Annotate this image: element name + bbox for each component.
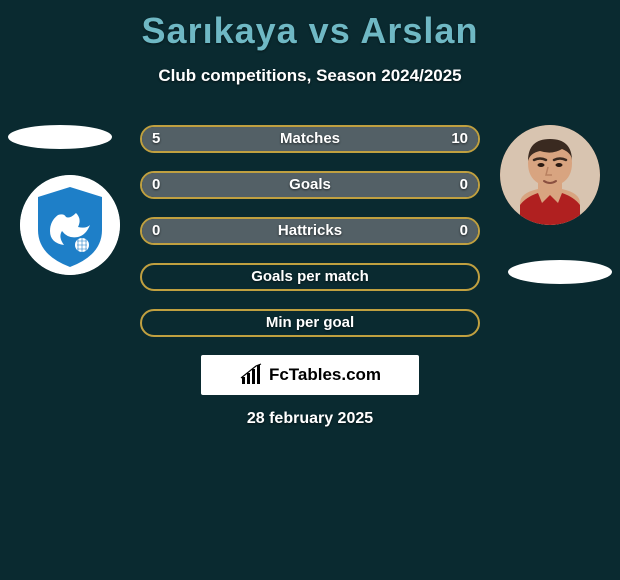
stat-row-matches: 5 Matches 10	[140, 125, 480, 153]
stat-value-right: 0	[460, 173, 468, 197]
stat-value-right: 0	[460, 219, 468, 243]
stat-label: Goals per match	[142, 265, 478, 289]
stat-label: Matches	[142, 127, 478, 151]
stat-label: Hattricks	[142, 219, 478, 243]
date-label: 28 february 2025	[0, 410, 620, 428]
player-right-shadow	[508, 260, 612, 284]
player-left-shadow	[8, 125, 112, 149]
comparison-card: Sarıkaya vs Arslan Club competitions, Se…	[0, 0, 620, 580]
branding-text: FcTables.com	[269, 365, 381, 385]
stats-list: 5 Matches 10 0 Goals 0 0 Hattricks 0 Goa…	[140, 125, 480, 355]
stat-row-hattricks: 0 Hattricks 0	[140, 217, 480, 245]
stat-label: Goals	[142, 173, 478, 197]
branding-badge: FcTables.com	[201, 355, 419, 395]
page-title: Sarıkaya vs Arslan	[0, 0, 620, 52]
stat-value-right: 10	[451, 127, 468, 151]
page-subtitle: Club competitions, Season 2024/2025	[0, 66, 620, 86]
stat-row-goals: 0 Goals 0	[140, 171, 480, 199]
stat-label: Min per goal	[142, 311, 478, 335]
player-photo-right	[500, 125, 600, 225]
stat-row-goals-per-match: Goals per match	[140, 263, 480, 291]
chart-icon	[239, 363, 263, 387]
club-badge-left	[20, 175, 120, 275]
stat-row-min-per-goal: Min per goal	[140, 309, 480, 337]
